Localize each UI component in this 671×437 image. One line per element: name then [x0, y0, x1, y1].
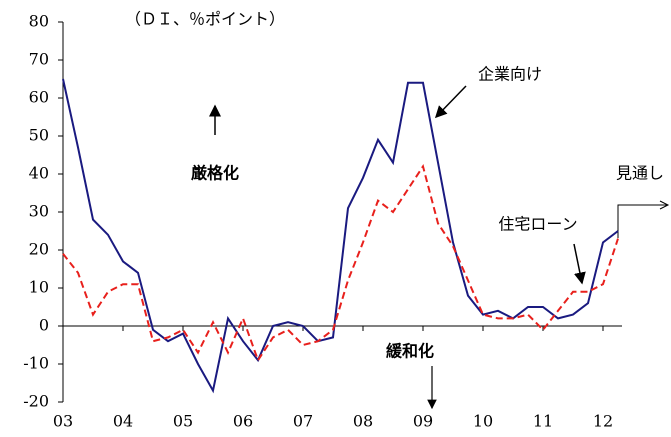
- x-tick-label: 07: [293, 412, 313, 431]
- arrow: [659, 200, 670, 210]
- y-tick-label: 70: [29, 50, 49, 69]
- y-tick-label: 10: [29, 278, 49, 297]
- y-tick-label: 50: [29, 126, 49, 145]
- unit-label: （ＤＩ、％ポイント）: [125, 10, 285, 29]
- x-tick-label: 06: [233, 412, 253, 431]
- x-tick-label: 11: [533, 412, 553, 431]
- x-tick-label: 09: [413, 412, 433, 431]
- x-tick-label: 12: [593, 412, 613, 431]
- series-label: 住宅ローン: [498, 215, 577, 234]
- annotation: 緩和化: [386, 342, 434, 361]
- x-tick-label: 10: [473, 412, 493, 431]
- series-label: 企業向け: [478, 65, 542, 84]
- arrow: [573, 243, 586, 285]
- y-tick-label: -20: [23, 392, 49, 411]
- forecast-bracket: [617, 204, 668, 238]
- y-tick-label: 20: [29, 240, 49, 259]
- arrow: [434, 85, 467, 119]
- y-tick-label: 0: [39, 316, 49, 335]
- annotation: 厳格化: [191, 164, 239, 183]
- y-tick-label: 80: [29, 12, 49, 31]
- series-line: [62, 78, 619, 394]
- series-line: [62, 163, 619, 363]
- x-tick-label: 03: [53, 412, 73, 431]
- x-tick-label: 05: [173, 412, 193, 431]
- x-tick-label: 08: [353, 412, 373, 431]
- y-tick-label: 30: [29, 202, 49, 221]
- annotation: 見通し: [616, 164, 664, 183]
- x-tick-label: 04: [113, 412, 133, 431]
- y-tick-label: -10: [23, 354, 49, 373]
- y-tick-label: 40: [29, 164, 49, 183]
- y-tick-label: 60: [29, 88, 49, 107]
